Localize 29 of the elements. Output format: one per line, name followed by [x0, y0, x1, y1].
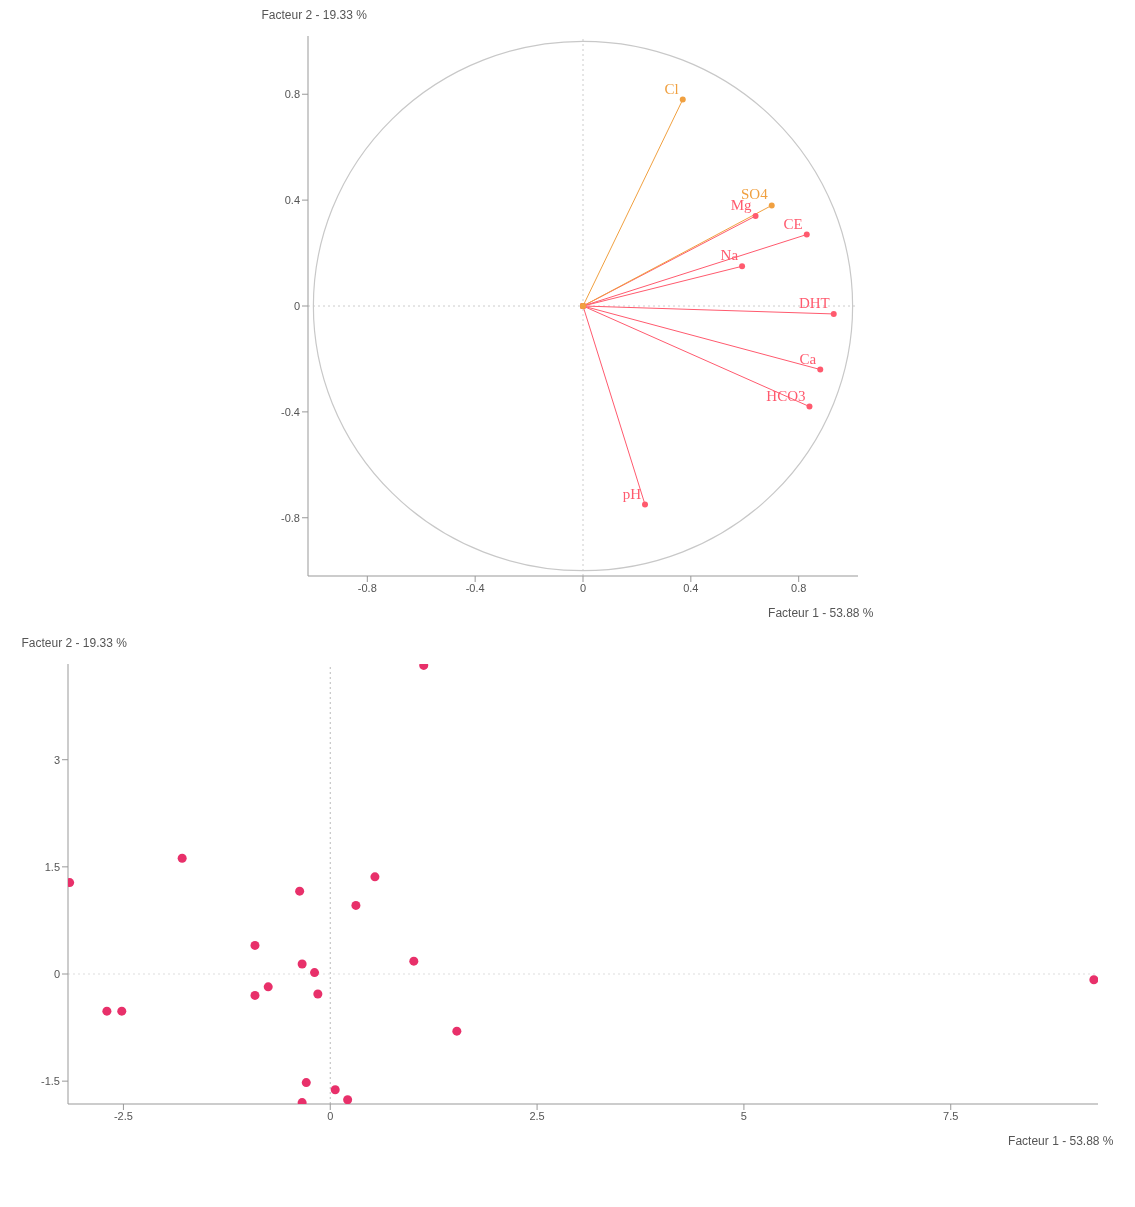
series-label: Na [720, 247, 738, 264]
x-tick-label: 0 [579, 581, 586, 594]
y-tick-label: -0.4 [280, 405, 300, 418]
y-tick-label: -1.5 [40, 1075, 60, 1088]
x-tick-label: -0.4 [465, 581, 485, 594]
x-tick-label: -2.5 [113, 1109, 133, 1122]
x-tick-label: 0.8 [790, 581, 806, 594]
y-tick-label: 0 [53, 967, 60, 980]
series-label: DHT [798, 294, 830, 311]
x-axis-title: Facteur 1 - 53.88 % [1007, 1134, 1114, 1148]
series-label: Cl [664, 80, 679, 97]
y-tick-label: 0.4 [284, 194, 300, 207]
series-label: pH [622, 485, 641, 502]
x-tick-label: 2.5 [528, 1109, 545, 1122]
y-tick-label: 0.8 [284, 88, 300, 101]
y-axis-title: Facteur 2 - 19.33 % [21, 636, 128, 652]
x-tick-label: -0.8 [357, 581, 377, 594]
series-label: CE [783, 215, 803, 232]
y-tick-label: 0 [293, 299, 300, 312]
y-tick-label: 3 [53, 753, 60, 766]
y-tick-label: -0.8 [280, 511, 300, 524]
y-tick-label: 1.5 [44, 860, 60, 873]
x-tick-label: 7.5 [942, 1109, 958, 1122]
series-label: Ca [799, 350, 817, 367]
y-axis-title: Facteur 2 - 19.33 % [261, 8, 368, 24]
x-tick-label: 0.4 [682, 581, 698, 594]
x-tick-label: 0 [326, 1109, 333, 1122]
x-tick-label: 5 [740, 1109, 747, 1122]
x-axis-title: Facteur 1 - 53.88 % [767, 606, 874, 620]
